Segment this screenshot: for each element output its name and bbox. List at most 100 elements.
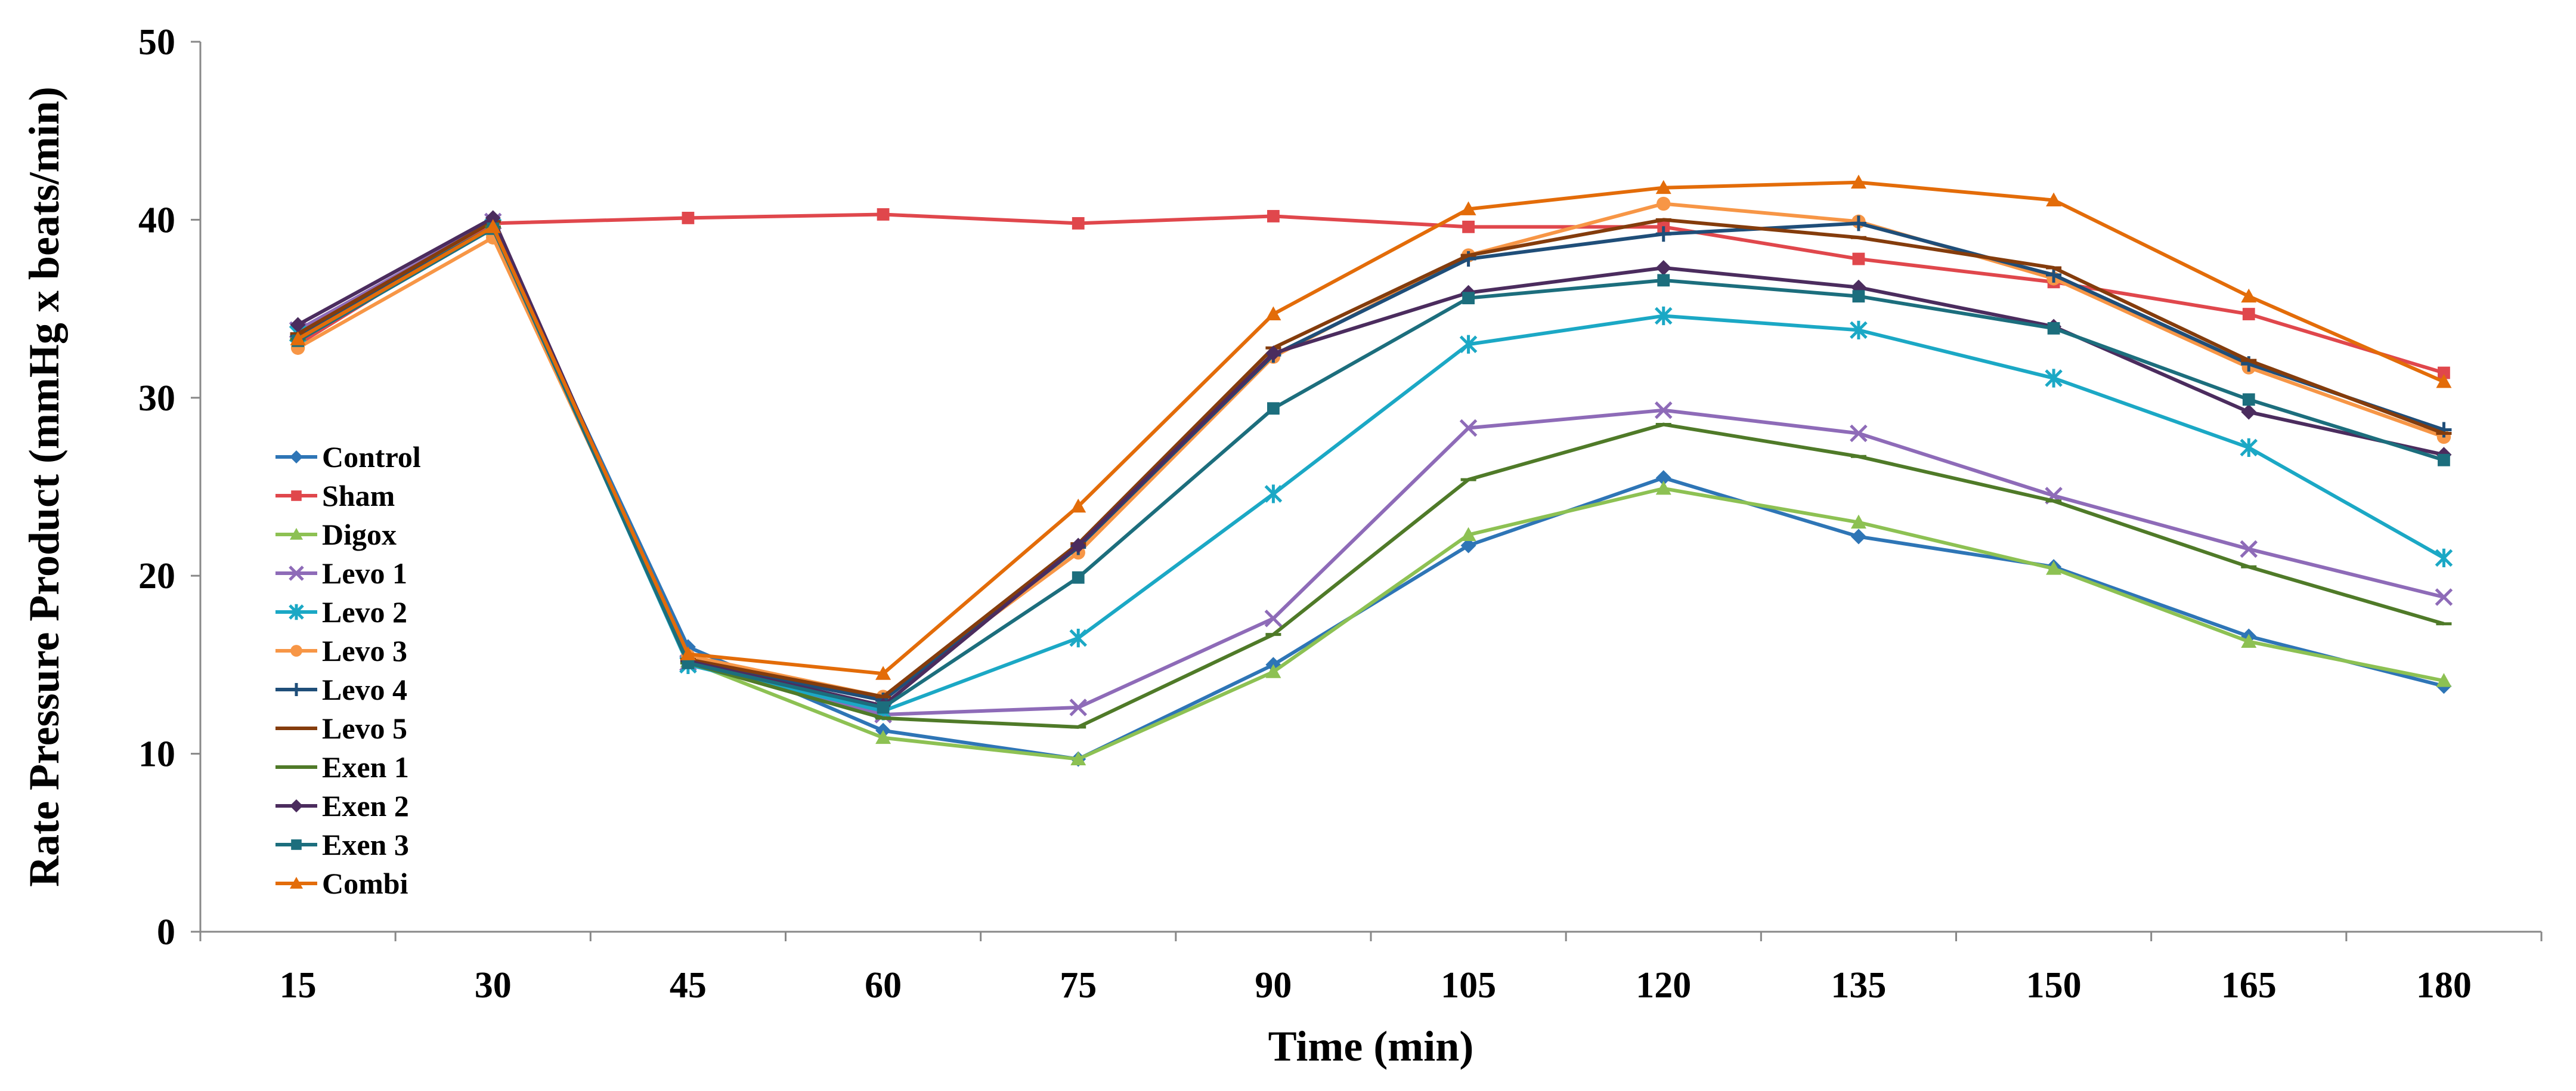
legend-marker-control bbox=[290, 450, 303, 463]
series-levo-1 bbox=[289, 212, 2453, 724]
data-point-exen-3 bbox=[2242, 393, 2255, 406]
x-tick-label: 75 bbox=[1060, 965, 1097, 1006]
data-point-combi bbox=[485, 219, 501, 233]
data-point-exen-2 bbox=[1655, 259, 1671, 276]
legend-item-levo-4: Levo 4 bbox=[275, 673, 407, 706]
data-point-levo-2 bbox=[1069, 629, 1088, 648]
data-point-sham bbox=[1072, 217, 1085, 230]
legend-label-levo-4: Levo 4 bbox=[322, 673, 407, 706]
data-point-exen-3 bbox=[877, 701, 890, 714]
x-tick-label: 180 bbox=[2416, 965, 2472, 1006]
y-tick-label: 30 bbox=[138, 378, 175, 419]
series-exen-3 bbox=[292, 222, 2450, 714]
data-point-exen-3 bbox=[1657, 274, 1670, 287]
series-line-sham bbox=[297, 212, 2445, 375]
y-tick-label: 50 bbox=[138, 22, 175, 63]
y-tick-label: 20 bbox=[138, 556, 175, 597]
data-point-combi bbox=[2241, 288, 2257, 303]
data-point-digox bbox=[1265, 664, 1281, 678]
data-point-exen-2 bbox=[1070, 537, 1086, 554]
data-point-combi bbox=[2046, 192, 2062, 206]
legend-marker-levo-4 bbox=[290, 683, 303, 696]
data-point-digox bbox=[2046, 561, 2062, 575]
data-point-combi bbox=[290, 331, 306, 345]
data-point-combi bbox=[1460, 201, 1476, 215]
legend-label-sham: Sham bbox=[322, 479, 395, 512]
x-tick-label: 90 bbox=[1255, 965, 1292, 1006]
data-point-levo-2 bbox=[2240, 438, 2258, 457]
data-point-levo-1 bbox=[1264, 610, 1283, 628]
legend-item-levo-3: Levo 3 bbox=[275, 634, 407, 667]
series-levo-3 bbox=[290, 196, 2451, 704]
series-exen-2 bbox=[290, 210, 2452, 714]
series-layer bbox=[289, 174, 2453, 767]
legend-label-levo-3: Levo 3 bbox=[322, 634, 407, 667]
data-point-combi bbox=[2436, 373, 2452, 388]
legend: Control Sham Digox Levo 1 Levo 2 Levo 3 Levo 4… bbox=[275, 440, 421, 900]
series-line-combi bbox=[297, 180, 2445, 676]
legend-marker-levo-3 bbox=[290, 645, 302, 657]
data-point-exen-2 bbox=[290, 317, 306, 333]
legend-item-exen-1: Exen 1 bbox=[275, 750, 409, 784]
data-point-levo-1 bbox=[1069, 699, 1088, 716]
data-point-levo-4 bbox=[1655, 226, 1671, 242]
data-point-digox bbox=[1655, 480, 1671, 495]
legend-label-exen-3: Exen 3 bbox=[322, 828, 409, 861]
x-tick-label: 120 bbox=[1636, 965, 1691, 1006]
x-tick-label: 30 bbox=[475, 965, 512, 1006]
legend-label-levo-5: Levo 5 bbox=[322, 712, 407, 745]
x-axis-title: Time (min) bbox=[1268, 1022, 1474, 1070]
legend-item-levo-2: Levo 2 bbox=[275, 595, 407, 629]
legend-label-exen-1: Exen 1 bbox=[322, 750, 409, 784]
x-tick-label: 165 bbox=[2221, 965, 2277, 1006]
legend-marker-levo-2 bbox=[289, 604, 304, 620]
data-point-digox bbox=[1460, 527, 1476, 541]
data-point-levo-2 bbox=[1459, 335, 1478, 354]
series-line-levo-5 bbox=[297, 218, 2445, 699]
data-point-exen-2 bbox=[1265, 345, 1281, 361]
data-point-digox bbox=[1070, 751, 1086, 765]
legend-label-control: Control bbox=[322, 440, 421, 474]
series-combi bbox=[290, 174, 2452, 680]
data-point-exen-2 bbox=[485, 210, 501, 226]
data-point-levo-2 bbox=[1264, 484, 1283, 503]
data-point-digox bbox=[1850, 514, 1866, 529]
data-point-exen-2 bbox=[2241, 404, 2257, 420]
legend-marker-digox bbox=[290, 528, 303, 540]
data-point-combi bbox=[1265, 306, 1281, 320]
data-point-combi bbox=[1070, 498, 1086, 513]
x-tick-label: 60 bbox=[865, 965, 902, 1006]
data-point-sham bbox=[682, 212, 695, 224]
legend-label-levo-1: Levo 1 bbox=[322, 557, 407, 590]
data-point-digox bbox=[2241, 633, 2257, 648]
data-point-sham bbox=[877, 208, 890, 221]
legend-item-control: Control bbox=[275, 440, 421, 474]
data-point-exen-3 bbox=[2047, 322, 2060, 335]
legend-marker-combi bbox=[290, 877, 303, 889]
legend-label-levo-2: Levo 2 bbox=[322, 595, 407, 629]
data-point-control bbox=[1655, 470, 1671, 486]
legend-item-sham: Sham bbox=[275, 479, 395, 512]
legend-item-digox: Digox bbox=[275, 518, 397, 551]
data-point-sham bbox=[1462, 220, 1475, 233]
data-point-combi bbox=[875, 666, 891, 680]
legend-marker-exen-2 bbox=[290, 799, 303, 812]
data-point-exen-3 bbox=[1462, 292, 1475, 305]
legend-label-exen-2: Exen 2 bbox=[322, 789, 409, 823]
data-point-sham bbox=[1267, 210, 1280, 222]
data-point-digox bbox=[875, 730, 891, 744]
y-tick-label: 0 bbox=[157, 912, 175, 953]
legend-marker-levo-1 bbox=[289, 565, 304, 581]
y-axis-title: Rate Pressure Product (mmHg x beats/min) bbox=[20, 86, 68, 887]
data-point-exen-3 bbox=[1072, 571, 1085, 584]
data-point-digox bbox=[2436, 673, 2452, 687]
legend-label-digox: Digox bbox=[322, 518, 397, 551]
series-line-levo-1 bbox=[297, 220, 2445, 716]
x-tick-label: 105 bbox=[1441, 965, 1496, 1006]
x-tick-label: 135 bbox=[1831, 965, 1886, 1006]
data-point-combi bbox=[1850, 174, 1866, 189]
series-levo-5 bbox=[290, 218, 2452, 699]
series-line-levo-3 bbox=[297, 202, 2445, 699]
data-point-levo-3 bbox=[1657, 196, 1671, 211]
legend-item-exen-3: Exen 3 bbox=[275, 828, 409, 861]
